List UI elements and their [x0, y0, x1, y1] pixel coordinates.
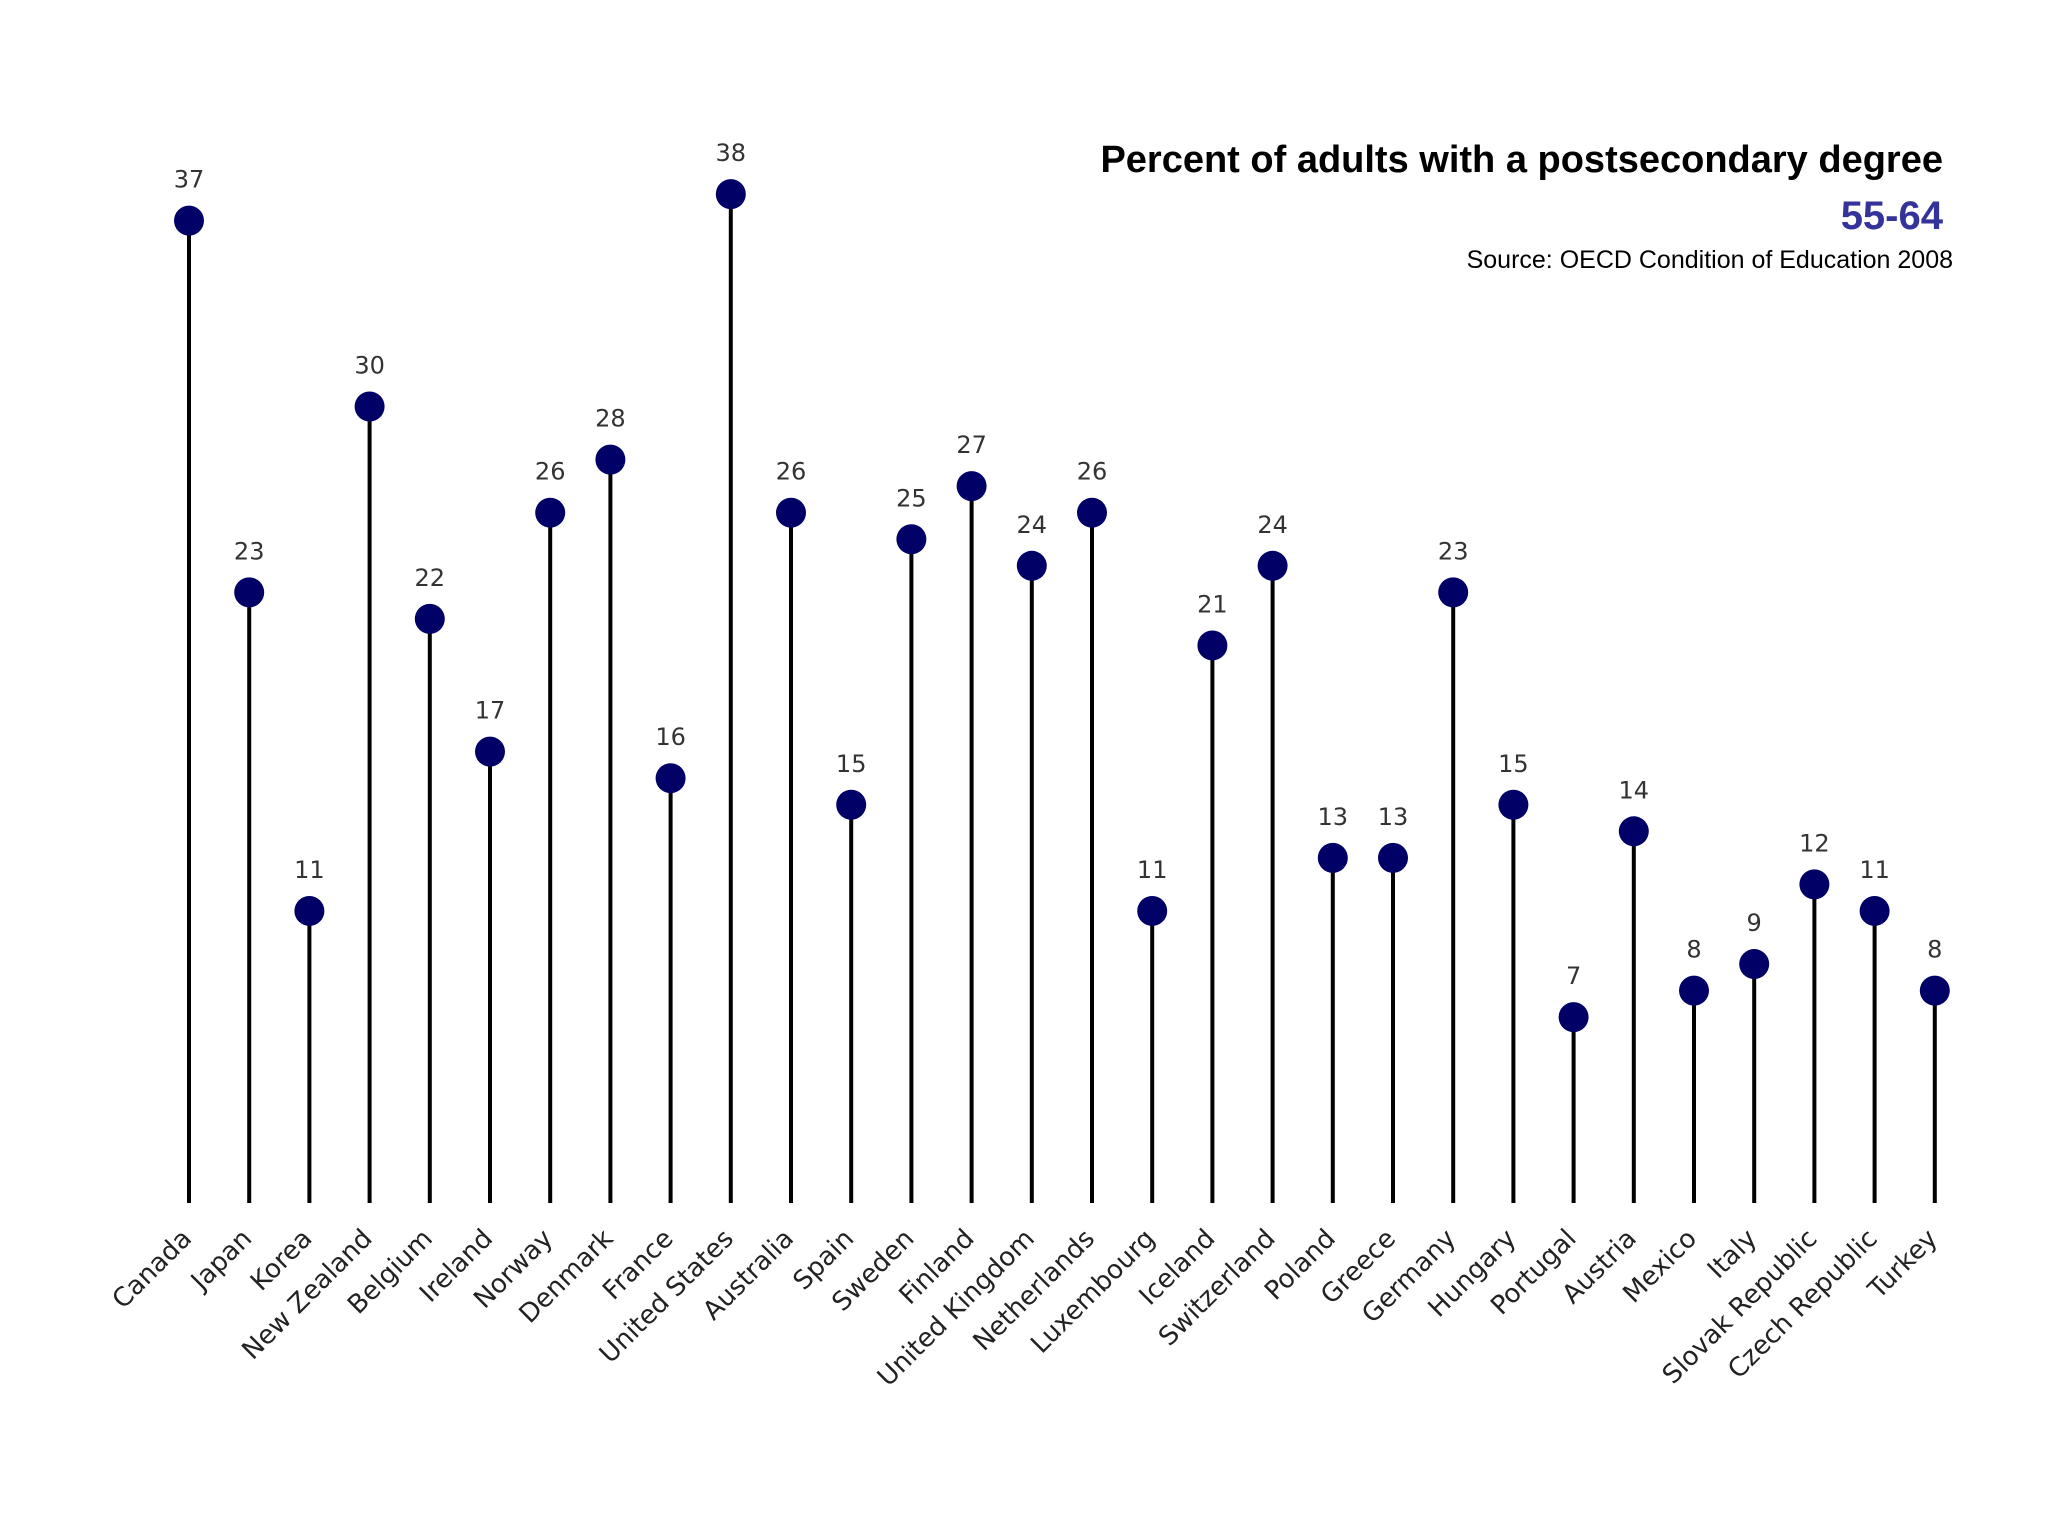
value-label-australia: 26	[776, 458, 807, 486]
value-label-belgium: 22	[415, 564, 446, 592]
value-label-korea: 11	[294, 856, 325, 884]
point-iceland	[1197, 630, 1228, 661]
value-label-mexico: 8	[1686, 936, 1701, 964]
point-australia	[776, 497, 806, 528]
value-label-hungary: 15	[1498, 750, 1529, 778]
value-label-czech-republic: 11	[1859, 856, 1890, 884]
point-luxembourg	[1137, 895, 1168, 926]
value-label-greece: 13	[1378, 803, 1409, 831]
point-finland	[956, 471, 987, 502]
value-label-denmark: 28	[595, 405, 626, 433]
point-poland	[1317, 842, 1348, 873]
value-label-finland: 27	[956, 431, 987, 459]
point-united-kingdom	[1016, 550, 1047, 581]
point-czech-republic	[1859, 895, 1890, 926]
point-turkey	[1919, 975, 1950, 1006]
markers-group	[174, 179, 1950, 1033]
value-label-luxembourg: 11	[1137, 856, 1168, 884]
point-denmark	[595, 444, 626, 475]
point-belgium	[414, 603, 445, 634]
point-mexico	[1679, 975, 1709, 1006]
point-greece	[1378, 842, 1408, 873]
chart-title: Percent of adults with a postsecondary d…	[1100, 139, 1943, 181]
chart-subtitle: 55-64	[1841, 194, 1944, 238]
value-label-switzerland: 24	[1257, 511, 1288, 539]
point-new-zealand	[354, 391, 385, 422]
point-switzerland	[1257, 550, 1288, 581]
point-slovak-republic	[1799, 869, 1830, 900]
value-label-japan: 23	[234, 537, 265, 565]
value-label-canada: 37	[174, 166, 205, 194]
value-label-italy: 9	[1747, 909, 1762, 937]
tick-label-canada: Canada	[107, 1224, 198, 1315]
value-label-poland: 13	[1318, 803, 1349, 831]
point-austria	[1618, 816, 1649, 847]
point-norway	[535, 497, 566, 528]
point-hungary	[1498, 789, 1529, 820]
value-label-sweden: 25	[896, 484, 927, 512]
chart-source: Source: OECD Condition of Education 2008	[1467, 246, 1953, 274]
value-label-united-kingdom: 24	[1017, 511, 1048, 539]
value-label-ireland: 17	[475, 697, 506, 725]
value-label-turkey: 8	[1927, 936, 1942, 964]
value-label-iceland: 21	[1197, 590, 1228, 618]
value-label-new-zealand: 30	[354, 352, 385, 380]
value-label-slovak-republic: 12	[1799, 829, 1830, 857]
point-korea	[294, 895, 325, 926]
point-italy	[1739, 949, 1770, 980]
point-germany	[1438, 577, 1469, 608]
point-ireland	[475, 736, 505, 767]
point-sweden	[896, 524, 927, 555]
value-label-portugal: 7	[1566, 962, 1581, 990]
value-label-austria: 14	[1619, 776, 1650, 804]
value-label-germany: 23	[1438, 537, 1469, 565]
point-united-states	[715, 179, 746, 210]
value-label-spain: 15	[836, 750, 867, 778]
value-label-france: 16	[655, 723, 686, 751]
point-canada	[174, 205, 204, 236]
point-portugal	[1558, 1002, 1589, 1033]
point-france	[655, 763, 686, 794]
stems-group	[187, 194, 1937, 1203]
value-label-netherlands: 26	[1077, 458, 1108, 486]
point-netherlands	[1077, 497, 1107, 528]
point-japan	[234, 577, 265, 608]
point-spain	[836, 789, 867, 820]
value-label-norway: 26	[535, 458, 566, 486]
tick-label-japan: Japan	[184, 1224, 258, 1298]
value-labels-group: 37 23 11 30 22 17 26 28 16 38 26 15 25 27 24 26 11 21 24 13…	[174, 139, 1943, 990]
value-label-united-states: 38	[716, 139, 747, 167]
